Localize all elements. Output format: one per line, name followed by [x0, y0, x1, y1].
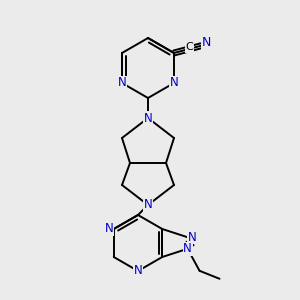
Text: N: N [118, 76, 126, 89]
Text: N: N [201, 36, 211, 49]
Text: N: N [144, 199, 152, 212]
Text: N: N [169, 76, 178, 89]
Text: N: N [144, 112, 152, 124]
Text: N: N [134, 265, 142, 278]
Text: N: N [183, 242, 192, 255]
Text: N: N [188, 231, 196, 244]
Text: C: C [186, 42, 194, 52]
Text: N: N [105, 223, 114, 236]
